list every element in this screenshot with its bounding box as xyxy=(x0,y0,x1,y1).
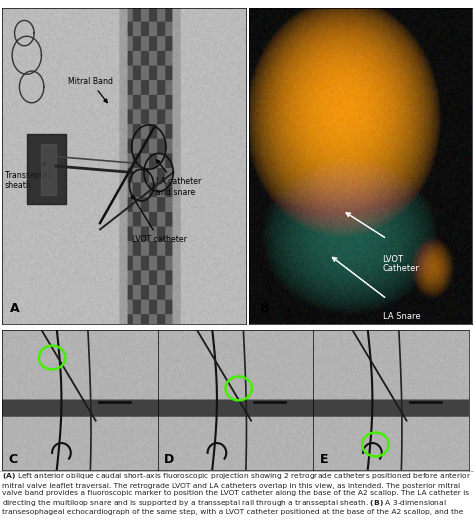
Text: E: E xyxy=(319,453,328,466)
Text: LA Snare: LA Snare xyxy=(383,312,420,321)
Text: Mitral Band: Mitral Band xyxy=(68,77,113,103)
Text: $\bf{(A)}$ Left anterior oblique caudal short-axis fluoroscopic projection showi: $\bf{(A)}$ Left anterior oblique caudal … xyxy=(2,471,472,519)
Text: LA catheter
and snare: LA catheter and snare xyxy=(156,160,201,197)
Text: Transseptal
sheath: Transseptal sheath xyxy=(5,162,50,190)
Text: A: A xyxy=(9,302,19,315)
Text: LVOT catheter: LVOT catheter xyxy=(131,195,187,244)
Text: LVOT
Catheter: LVOT Catheter xyxy=(383,255,419,274)
Text: C: C xyxy=(9,453,18,466)
Text: D: D xyxy=(164,453,174,466)
Polygon shape xyxy=(41,144,56,195)
Text: B: B xyxy=(260,302,270,315)
Polygon shape xyxy=(27,134,66,204)
